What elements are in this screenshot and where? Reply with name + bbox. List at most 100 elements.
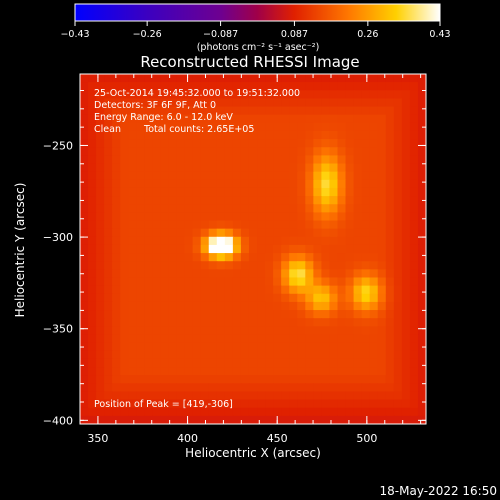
heatmap-cell [361, 415, 371, 424]
heatmap-cell [369, 122, 379, 132]
heatmap-cell [305, 139, 314, 148]
heatmap-cell [313, 358, 322, 368]
heatmap-cell [265, 74, 274, 83]
heatmap-cell [385, 358, 395, 368]
heatmap-cell [321, 179, 331, 189]
heatmap-cell [168, 358, 178, 368]
heatmap-cell [192, 212, 202, 222]
heatmap-cell [337, 130, 347, 140]
heatmap-cell [361, 90, 371, 100]
heatmap-cell [80, 326, 89, 336]
heatmap-cell [385, 82, 395, 91]
heatmap-cell [385, 147, 395, 156]
heatmap-cell [281, 415, 290, 424]
heatmap-cell [257, 310, 266, 319]
heatmap-cell [216, 236, 226, 246]
heatmap-cell [313, 114, 322, 124]
heatmap-cell [409, 179, 419, 189]
heatmap-cell [248, 326, 258, 336]
heatmap-cell [168, 342, 178, 352]
heatmap-cell [257, 196, 266, 205]
heatmap-cell [200, 236, 210, 246]
heatmap-cell [281, 212, 290, 222]
heatmap-cell [96, 326, 105, 336]
heatmap-cell [184, 82, 194, 91]
heatmap-cell [345, 90, 355, 100]
heatmap-cell [176, 155, 186, 165]
heatmap-cell [88, 350, 97, 360]
heatmap-cell [321, 310, 331, 319]
heatmap-cell [168, 106, 178, 116]
heatmap-cell [128, 261, 137, 270]
heatmap-cell [353, 139, 363, 148]
heatmap-cell [136, 139, 145, 148]
heatmap-cell [160, 179, 170, 189]
heatmap-cell [281, 98, 290, 108]
heatmap-cell [313, 130, 322, 140]
heatmap-cell [128, 391, 137, 401]
heatmap-cell [401, 212, 411, 222]
heatmap-cell [361, 253, 371, 262]
heatmap-cell [112, 367, 121, 376]
heatmap-cell [417, 391, 426, 401]
heatmap-cell [353, 326, 363, 336]
heatmap-cell [353, 358, 363, 368]
heatmap-cell [208, 391, 218, 401]
heatmap-cell [417, 367, 426, 376]
heatmap-cell [337, 383, 347, 393]
heatmap-cell [289, 269, 298, 279]
heatmap-cell [393, 74, 403, 83]
heatmap-cell [353, 196, 363, 205]
heatmap-cell [265, 358, 274, 368]
heatmap-cell [120, 326, 129, 336]
heatmap-cell [281, 147, 290, 156]
heatmap-cell [224, 139, 234, 148]
heatmap-cell [216, 318, 226, 327]
heatmap-cell [377, 407, 387, 417]
heatmap-cell [96, 277, 105, 287]
heatmap-cell [144, 90, 154, 100]
heatmap-cell [192, 171, 202, 181]
heatmap-cell [152, 98, 162, 108]
heatmap-cell [160, 122, 170, 132]
heatmap-cell [257, 147, 266, 156]
heatmap-cell [329, 114, 339, 124]
heatmap-cell [369, 407, 379, 417]
heatmap-cell [136, 212, 145, 222]
heatmap-cell [88, 407, 97, 417]
heatmap-cell [120, 293, 129, 303]
heatmap-cell [273, 196, 282, 205]
heatmap-cell [281, 334, 290, 344]
heatmap-cell [289, 253, 298, 262]
heatmap-cell [337, 163, 347, 173]
heatmap-cell [224, 179, 234, 189]
heatmap-cell [297, 415, 306, 424]
heatmap-cell [369, 310, 379, 319]
heatmap-cell [224, 293, 234, 303]
heatmap-cell [369, 285, 379, 295]
heatmap-cell [321, 147, 331, 156]
heatmap-cell [168, 179, 178, 189]
heatmap-cell [120, 228, 129, 238]
heatmap-cell [104, 383, 113, 393]
heatmap-cell [417, 301, 426, 311]
heatmap-cell [216, 277, 226, 287]
heatmap-cell [385, 212, 395, 222]
heatmap-cell [224, 204, 234, 213]
heatmap-cell [208, 350, 218, 360]
heatmap-cell [136, 269, 145, 279]
heatmap-cell [257, 171, 266, 181]
heatmap-cell [224, 253, 234, 262]
heatmap-cell [353, 342, 363, 352]
heatmap-cell [409, 261, 419, 270]
heatmap-cell [152, 220, 162, 230]
heatmap-cell [216, 358, 226, 368]
heatmap-cell [257, 326, 266, 336]
heatmap-cell [176, 383, 186, 393]
heatmap-cell [417, 285, 426, 295]
heatmap-cell [208, 399, 218, 409]
heatmap-cell [136, 383, 145, 393]
heatmap-cell [329, 163, 339, 173]
heatmap-cell [192, 310, 202, 319]
heatmap-cell [192, 318, 202, 327]
